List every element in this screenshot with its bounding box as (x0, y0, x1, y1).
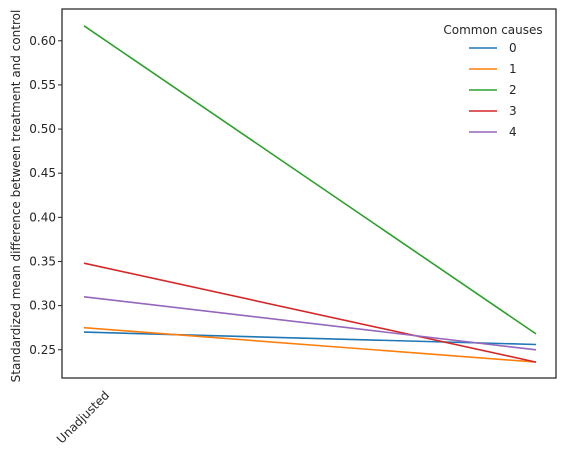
legend-label-2: 2 (509, 83, 517, 97)
series-line-3 (83, 262, 537, 363)
y-tick-label: 0.55 (29, 78, 56, 92)
y-tick-label: 0.35 (29, 254, 56, 268)
y-axis-label: Standardized mean difference between tre… (9, 10, 23, 383)
series-line-2 (83, 25, 537, 335)
legend-title: Common causes (443, 23, 542, 37)
series-group (83, 25, 537, 363)
legend-label-0: 0 (509, 41, 517, 55)
legend: Common causes 0 1 2 3 4 (443, 23, 542, 139)
legend-label-4: 4 (509, 125, 517, 139)
y-tick-label: 0.25 (29, 343, 56, 357)
series-line-1 (83, 326, 537, 363)
legend-label-3: 3 (509, 104, 517, 118)
y-tick-label: 0.45 (29, 166, 56, 180)
y-axis: 0.25 0.30 0.35 0.40 0.45 0.50 0.55 0.60 (29, 34, 62, 357)
legend-label-1: 1 (509, 62, 517, 76)
plot-frame (61, 8, 557, 379)
x-axis: Unadjusted (54, 388, 112, 446)
series-line-4 (83, 296, 537, 351)
y-tick-label: 0.50 (29, 122, 56, 136)
plot-area (61, 8, 557, 379)
y-tick-label: 0.30 (29, 299, 56, 313)
y-tick-label: 0.60 (29, 34, 56, 48)
x-tick-label: Unadjusted (54, 388, 112, 446)
y-tick-label: 0.40 (29, 210, 56, 224)
legend-items: 0 1 2 3 4 (469, 41, 517, 139)
